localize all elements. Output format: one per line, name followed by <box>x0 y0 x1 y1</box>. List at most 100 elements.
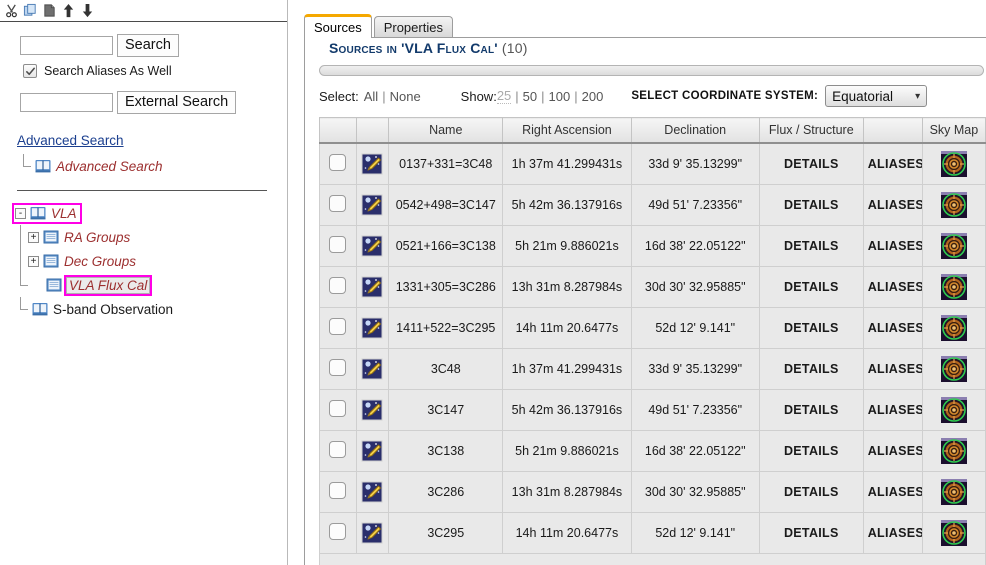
details-link[interactable]: DETAILS <box>758 430 864 472</box>
column-header-declination[interactable]: Declination <box>630 117 760 144</box>
external-search-input[interactable] <box>20 93 113 112</box>
sky-map-icon[interactable] <box>940 151 967 177</box>
table-row: 1411+522=3C295 14h 11m 20.6477s 52d 12' 9.… <box>319 307 986 349</box>
copy-icon[interactable] <box>22 2 39 19</box>
column-header-name[interactable]: Name <box>388 117 504 144</box>
tree-item-label: Dec Groups <box>64 253 137 269</box>
aliases-link[interactable]: ALIASES <box>862 430 923 472</box>
tree-item-s-band-observation[interactable]: S-band Observation <box>14 297 287 321</box>
edit-source-icon[interactable] <box>361 194 383 216</box>
row-select-checkbox[interactable] <box>329 318 347 335</box>
select-none-link[interactable]: None <box>389 88 421 104</box>
table-row: 3C147 5h 42m 36.137916s 49d 51' 7.23356" DE… <box>319 389 986 431</box>
sky-map-icon[interactable] <box>940 479 967 505</box>
aliases-link[interactable]: ALIASES <box>862 266 923 308</box>
edit-source-icon[interactable] <box>361 358 383 380</box>
column-header-right-ascension[interactable]: Right Ascension <box>502 117 632 144</box>
edit-source-icon[interactable] <box>361 153 383 175</box>
details-link[interactable]: DETAILS <box>758 266 864 308</box>
edit-source-icon[interactable] <box>361 481 383 503</box>
row-select-checkbox[interactable] <box>329 523 347 540</box>
aliases-link[interactable]: ALIASES <box>862 184 923 226</box>
row-select-checkbox[interactable] <box>329 154 347 171</box>
tree-toggle-vla[interactable]: - <box>15 207 26 219</box>
aliases-link[interactable]: ALIASES <box>862 348 923 390</box>
sources-content-area: Sources in 'VLA Flux Cal' (10) Select: A… <box>304 30 986 565</box>
details-link[interactable]: DETAILS <box>758 471 864 513</box>
cell-declination: 49d 51' 7.23356" <box>630 184 760 226</box>
table-controls: Select: All | None Show: 25 | 50 | 100 |… <box>319 85 986 107</box>
sky-map-icon[interactable] <box>940 233 967 259</box>
tree-item-ra-groups[interactable]: + RA Groups <box>14 225 287 249</box>
aliases-link[interactable]: ALIASES <box>862 225 923 267</box>
details-link[interactable]: DETAILS <box>758 184 864 226</box>
tree-item-dec-groups[interactable]: + Dec Groups <box>14 249 287 273</box>
details-link[interactable]: DETAILS <box>758 142 864 185</box>
cell-declination: 33d 9' 35.13299" <box>630 142 760 185</box>
sky-map-icon[interactable] <box>940 274 967 300</box>
sky-map-icon[interactable] <box>940 520 967 546</box>
sky-map-icon[interactable] <box>940 192 967 218</box>
page-icon <box>43 230 59 244</box>
sky-map-icon[interactable] <box>940 315 967 341</box>
show-option-50[interactable]: 50 <box>522 88 538 104</box>
row-select-checkbox[interactable] <box>329 277 347 294</box>
show-option-100[interactable]: 100 <box>548 88 571 104</box>
advanced-search-link[interactable]: Advanced Search <box>17 133 124 148</box>
sky-map-icon[interactable] <box>940 397 967 423</box>
cut-icon[interactable] <box>3 2 20 19</box>
search-aliases-checkbox[interactable] <box>23 64 37 78</box>
aliases-link[interactable]: ALIASES <box>862 389 923 431</box>
page-icon <box>46 278 62 292</box>
edit-source-icon[interactable] <box>361 440 383 462</box>
details-link[interactable]: DETAILS <box>758 307 864 349</box>
edit-source-icon[interactable] <box>361 235 383 257</box>
aliases-link[interactable]: ALIASES <box>862 512 923 554</box>
details-link[interactable]: DETAILS <box>758 225 864 267</box>
tree-toggle-dec-groups[interactable]: + <box>28 255 39 267</box>
aliases-link[interactable]: ALIASES <box>862 142 923 185</box>
table-row: 3C295 14h 11m 20.6477s 52d 12' 9.141" DETAI… <box>319 512 986 554</box>
edit-source-icon[interactable] <box>361 522 383 544</box>
tree-item-vla[interactable]: - VLA <box>12 201 287 225</box>
external-search-button[interactable]: External Search <box>117 91 237 114</box>
cell-edit <box>355 348 390 390</box>
show-option-200[interactable]: 200 <box>581 88 604 104</box>
coordinate-system-select[interactable]: Equatorial ▾ <box>825 85 928 107</box>
cell-declination: 30d 30' 32.95885" <box>630 471 760 513</box>
search-button[interactable]: Search <box>117 34 179 57</box>
row-select-checkbox[interactable] <box>329 236 347 253</box>
move-down-icon[interactable] <box>79 2 96 19</box>
paste-icon[interactable] <box>41 2 58 19</box>
tree-item-vla-flux-cal[interactable]: VLA Flux Cal <box>14 273 287 297</box>
advanced-search-tree: Advanced Search <box>17 154 287 178</box>
move-up-icon[interactable] <box>60 2 77 19</box>
select-all-link[interactable]: All <box>363 88 379 104</box>
sky-map-icon[interactable] <box>940 438 967 464</box>
cell-select <box>319 348 357 390</box>
row-select-checkbox[interactable] <box>329 359 347 376</box>
aliases-link[interactable]: ALIASES <box>862 307 923 349</box>
search-input[interactable] <box>20 36 113 55</box>
tree-toggle-ra-groups[interactable]: + <box>28 231 39 243</box>
row-select-checkbox[interactable] <box>329 195 347 212</box>
sky-map-icon[interactable] <box>940 356 967 382</box>
edit-source-icon[interactable] <box>361 399 383 421</box>
tab-sources[interactable]: Sources <box>304 14 372 38</box>
tree-item-advanced-search[interactable]: Advanced Search <box>17 154 287 178</box>
edit-source-icon[interactable] <box>361 276 383 298</box>
details-link[interactable]: DETAILS <box>758 348 864 390</box>
details-link[interactable]: DETAILS <box>758 389 864 431</box>
details-link[interactable]: DETAILS <box>758 512 864 554</box>
row-select-checkbox[interactable] <box>329 441 347 458</box>
tab-properties[interactable]: Properties <box>373 16 453 38</box>
edit-source-icon[interactable] <box>361 317 383 339</box>
cell-right-ascension: 13h 31m 8.287984s <box>502 471 632 513</box>
row-select-checkbox[interactable] <box>329 482 347 499</box>
show-option-25[interactable]: 25 <box>496 88 512 104</box>
horizontal-scrollbar[interactable] <box>319 65 984 76</box>
aliases-link[interactable]: ALIASES <box>862 471 923 513</box>
cell-sky-map <box>921 471 986 513</box>
row-select-checkbox[interactable] <box>329 400 347 417</box>
